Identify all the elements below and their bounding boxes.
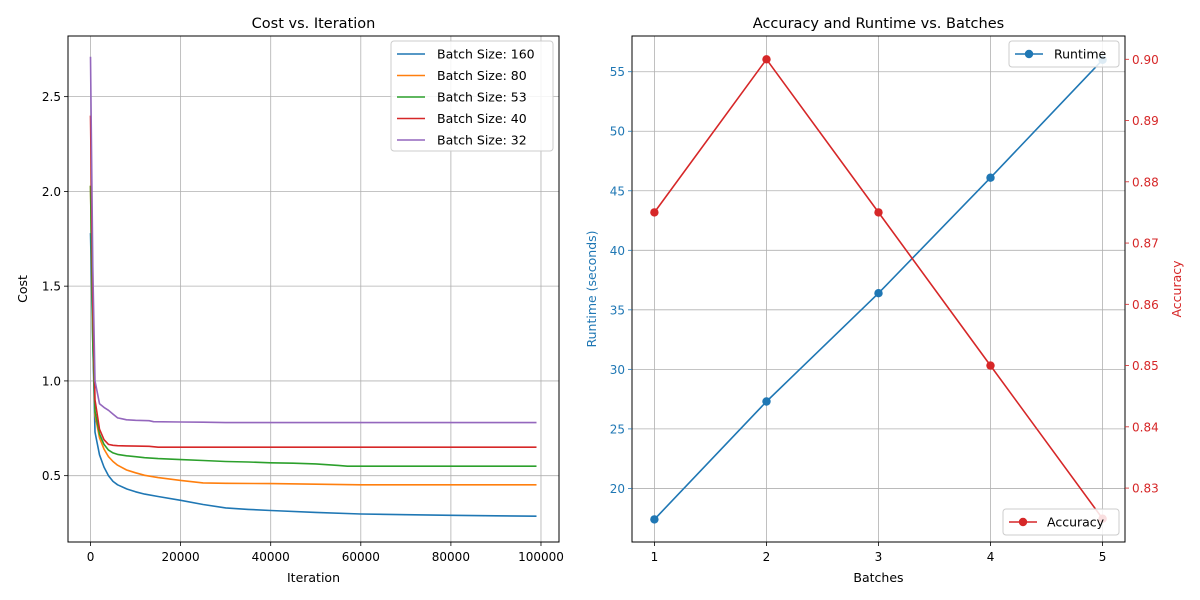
y2-tick-label: 0.90	[1132, 53, 1159, 67]
legend-label: Batch Size: 32	[437, 133, 527, 148]
y-tick-label: 45	[610, 184, 625, 198]
x-tick-label: 5	[1099, 550, 1107, 564]
series-line	[89, 185, 537, 486]
y2-tick-label: 0.86	[1132, 298, 1159, 312]
cost-vs-iteration-chart: Cost vs. Iteration 0 20000 40000 60000 80000…	[15, 16, 564, 585]
data-point	[986, 173, 995, 182]
legend-marker-runtime	[1024, 49, 1034, 59]
series-line	[89, 56, 537, 424]
x-tick-label: 80000	[432, 550, 470, 564]
y2-tick-label: 0.83	[1132, 482, 1159, 496]
legend-frame	[1002, 508, 1120, 536]
x-tick-label: 4	[987, 550, 995, 564]
y-axis-label: Cost	[15, 275, 30, 303]
legend-label: Batch Size: 160	[437, 47, 535, 62]
y2-tick-label: 0.89	[1132, 114, 1159, 128]
y-tick-label: 2.0	[42, 185, 61, 199]
y2-tick-label: 0.87	[1132, 237, 1159, 251]
x-axis-label: Batches	[853, 570, 903, 585]
y-axis-label-left: Runtime (seconds)	[584, 230, 599, 347]
plot-frame	[67, 35, 560, 543]
legend: Batch Size: 160 Batch Size: 80 Batch Size:…	[390, 40, 554, 152]
x-tick-label: 60000	[342, 550, 380, 564]
y-tick-label: 2.5	[42, 90, 61, 104]
accuracy-runtime-chart: Accuracy and Runtime vs. Batches 1 2 3 4 520…	[584, 16, 1184, 585]
y-tick-label: 55	[610, 65, 625, 79]
series-line	[89, 233, 537, 517]
x-tick-label: 20000	[162, 550, 200, 564]
x-tick-label: 40000	[252, 550, 290, 564]
y-tick-label: 25	[610, 422, 625, 436]
data-point	[874, 289, 883, 298]
legend-accuracy: Accuracy	[1002, 508, 1120, 536]
y-tick-label: 40	[610, 244, 625, 258]
legend-label-accuracy: Accuracy	[1047, 515, 1105, 530]
legend-label: Batch Size: 80	[437, 68, 527, 83]
y-tick-label: 1.5	[42, 280, 61, 294]
legend-label: Batch Size: 40	[437, 111, 527, 126]
data-point	[986, 361, 995, 370]
y-tick-label: 0.5	[42, 469, 61, 483]
y-tick-label: 50	[610, 125, 625, 139]
data-point	[874, 208, 883, 217]
data-point	[762, 397, 771, 406]
legend-label: Batch Size: 53	[437, 90, 527, 105]
chart-title: Cost vs. Iteration	[252, 16, 376, 32]
y-tick-label: 30	[610, 363, 625, 377]
data-point	[650, 208, 659, 217]
x-tick-label: 0	[87, 550, 95, 564]
data-point	[762, 55, 771, 64]
x-axis-label: Iteration	[287, 570, 340, 585]
x-tick-label: 2	[763, 550, 771, 564]
y-tick-label: 1.0	[42, 374, 61, 388]
series-line	[89, 115, 537, 449]
y-tick-label: 35	[610, 303, 625, 317]
x-tick-label: 1	[651, 550, 659, 564]
legend-marker-accuracy	[1018, 517, 1028, 527]
x-tick-label: 3	[875, 550, 883, 564]
y2-tick-label: 0.84	[1132, 420, 1159, 434]
legend-frame	[390, 40, 554, 152]
y-axis-label-right: Accuracy	[1169, 260, 1184, 318]
series-line	[89, 185, 537, 468]
x-tick-label: 100000	[518, 550, 564, 564]
y2-tick-label: 0.85	[1132, 359, 1159, 373]
legend-runtime: Runtime	[1008, 40, 1120, 68]
y2-tick-label: 0.88	[1132, 175, 1159, 189]
chart-title: Accuracy and Runtime vs. Batches	[753, 16, 1004, 32]
y-tick-label: 20	[610, 482, 625, 496]
data-point	[650, 515, 659, 524]
legend-label-runtime: Runtime	[1054, 47, 1107, 62]
legend-frame	[1008, 40, 1120, 68]
